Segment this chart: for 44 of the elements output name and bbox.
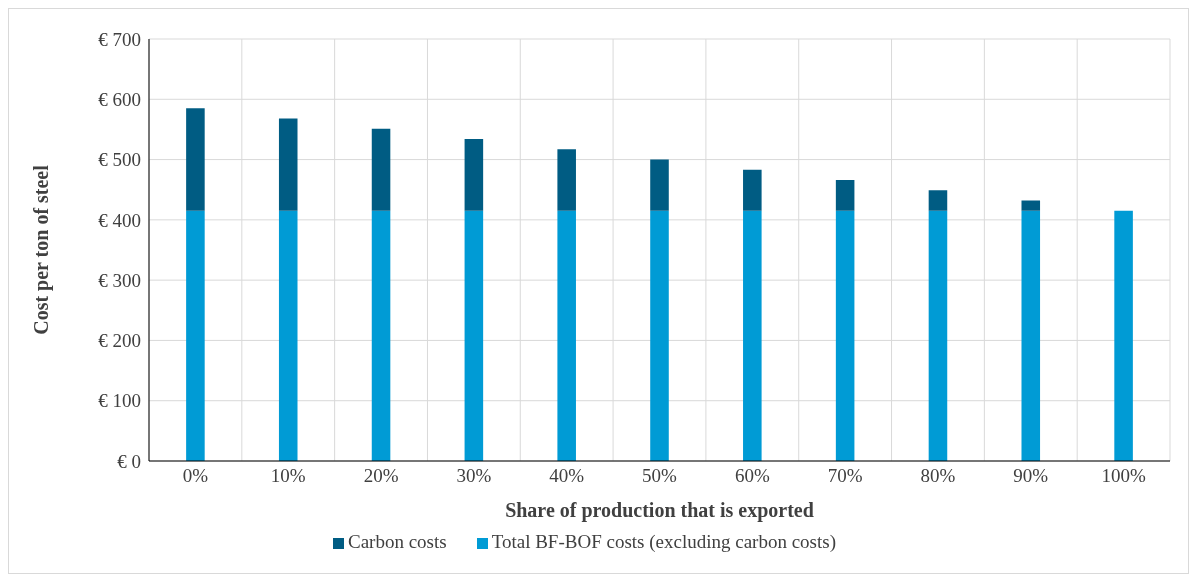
x-tick-label: 100% <box>1101 465 1146 487</box>
bar <box>1021 210 1041 461</box>
bar <box>557 149 576 211</box>
x-tick-label: 60% <box>734 465 770 487</box>
bar <box>1114 210 1133 461</box>
bar <box>371 128 391 211</box>
x-axis-title: Share of production that is exported <box>505 499 814 522</box>
bar <box>835 180 855 211</box>
bar <box>650 210 669 461</box>
bar <box>464 139 484 211</box>
y-tick-label: € 600 <box>98 89 141 111</box>
legend-label: Total BF-BOF costs (excluding carbon costs) <box>491 531 836 552</box>
x-tick-label: 10% <box>270 465 306 487</box>
x-tick-label: 30% <box>456 465 492 487</box>
bar <box>464 210 484 461</box>
bar <box>650 159 669 211</box>
bar <box>1021 200 1041 211</box>
bar <box>557 210 576 461</box>
bar <box>186 108 205 211</box>
y-tick-label: € 400 <box>98 209 141 231</box>
x-tick-label: 0% <box>182 465 209 487</box>
x-tick-label: 50% <box>642 465 678 487</box>
bar <box>743 210 762 461</box>
legend-label: Carbon costs <box>347 531 447 552</box>
x-tick-label: 40% <box>549 465 585 487</box>
bar <box>743 169 762 211</box>
bar <box>928 210 948 461</box>
x-tick-label: 80% <box>920 465 956 487</box>
bar <box>186 210 205 461</box>
x-tick-label: 70% <box>827 465 863 487</box>
y-tick-label: € 500 <box>98 149 141 171</box>
y-tick-label: € 100 <box>98 390 141 412</box>
y-tick-label: € 300 <box>98 269 141 291</box>
x-tick-label: 90% <box>1013 465 1049 487</box>
bar <box>928 190 948 211</box>
bar <box>278 210 298 461</box>
bar <box>835 210 855 461</box>
y-tick-label: € 200 <box>98 330 141 352</box>
y-tick-label: € 700 <box>98 28 141 50</box>
bar <box>371 210 391 461</box>
y-axis-title: Cost per ton of steel <box>30 164 54 335</box>
x-tick-label: 20% <box>363 465 399 487</box>
y-tick-label: € 0 <box>117 450 141 472</box>
bar <box>278 118 298 211</box>
